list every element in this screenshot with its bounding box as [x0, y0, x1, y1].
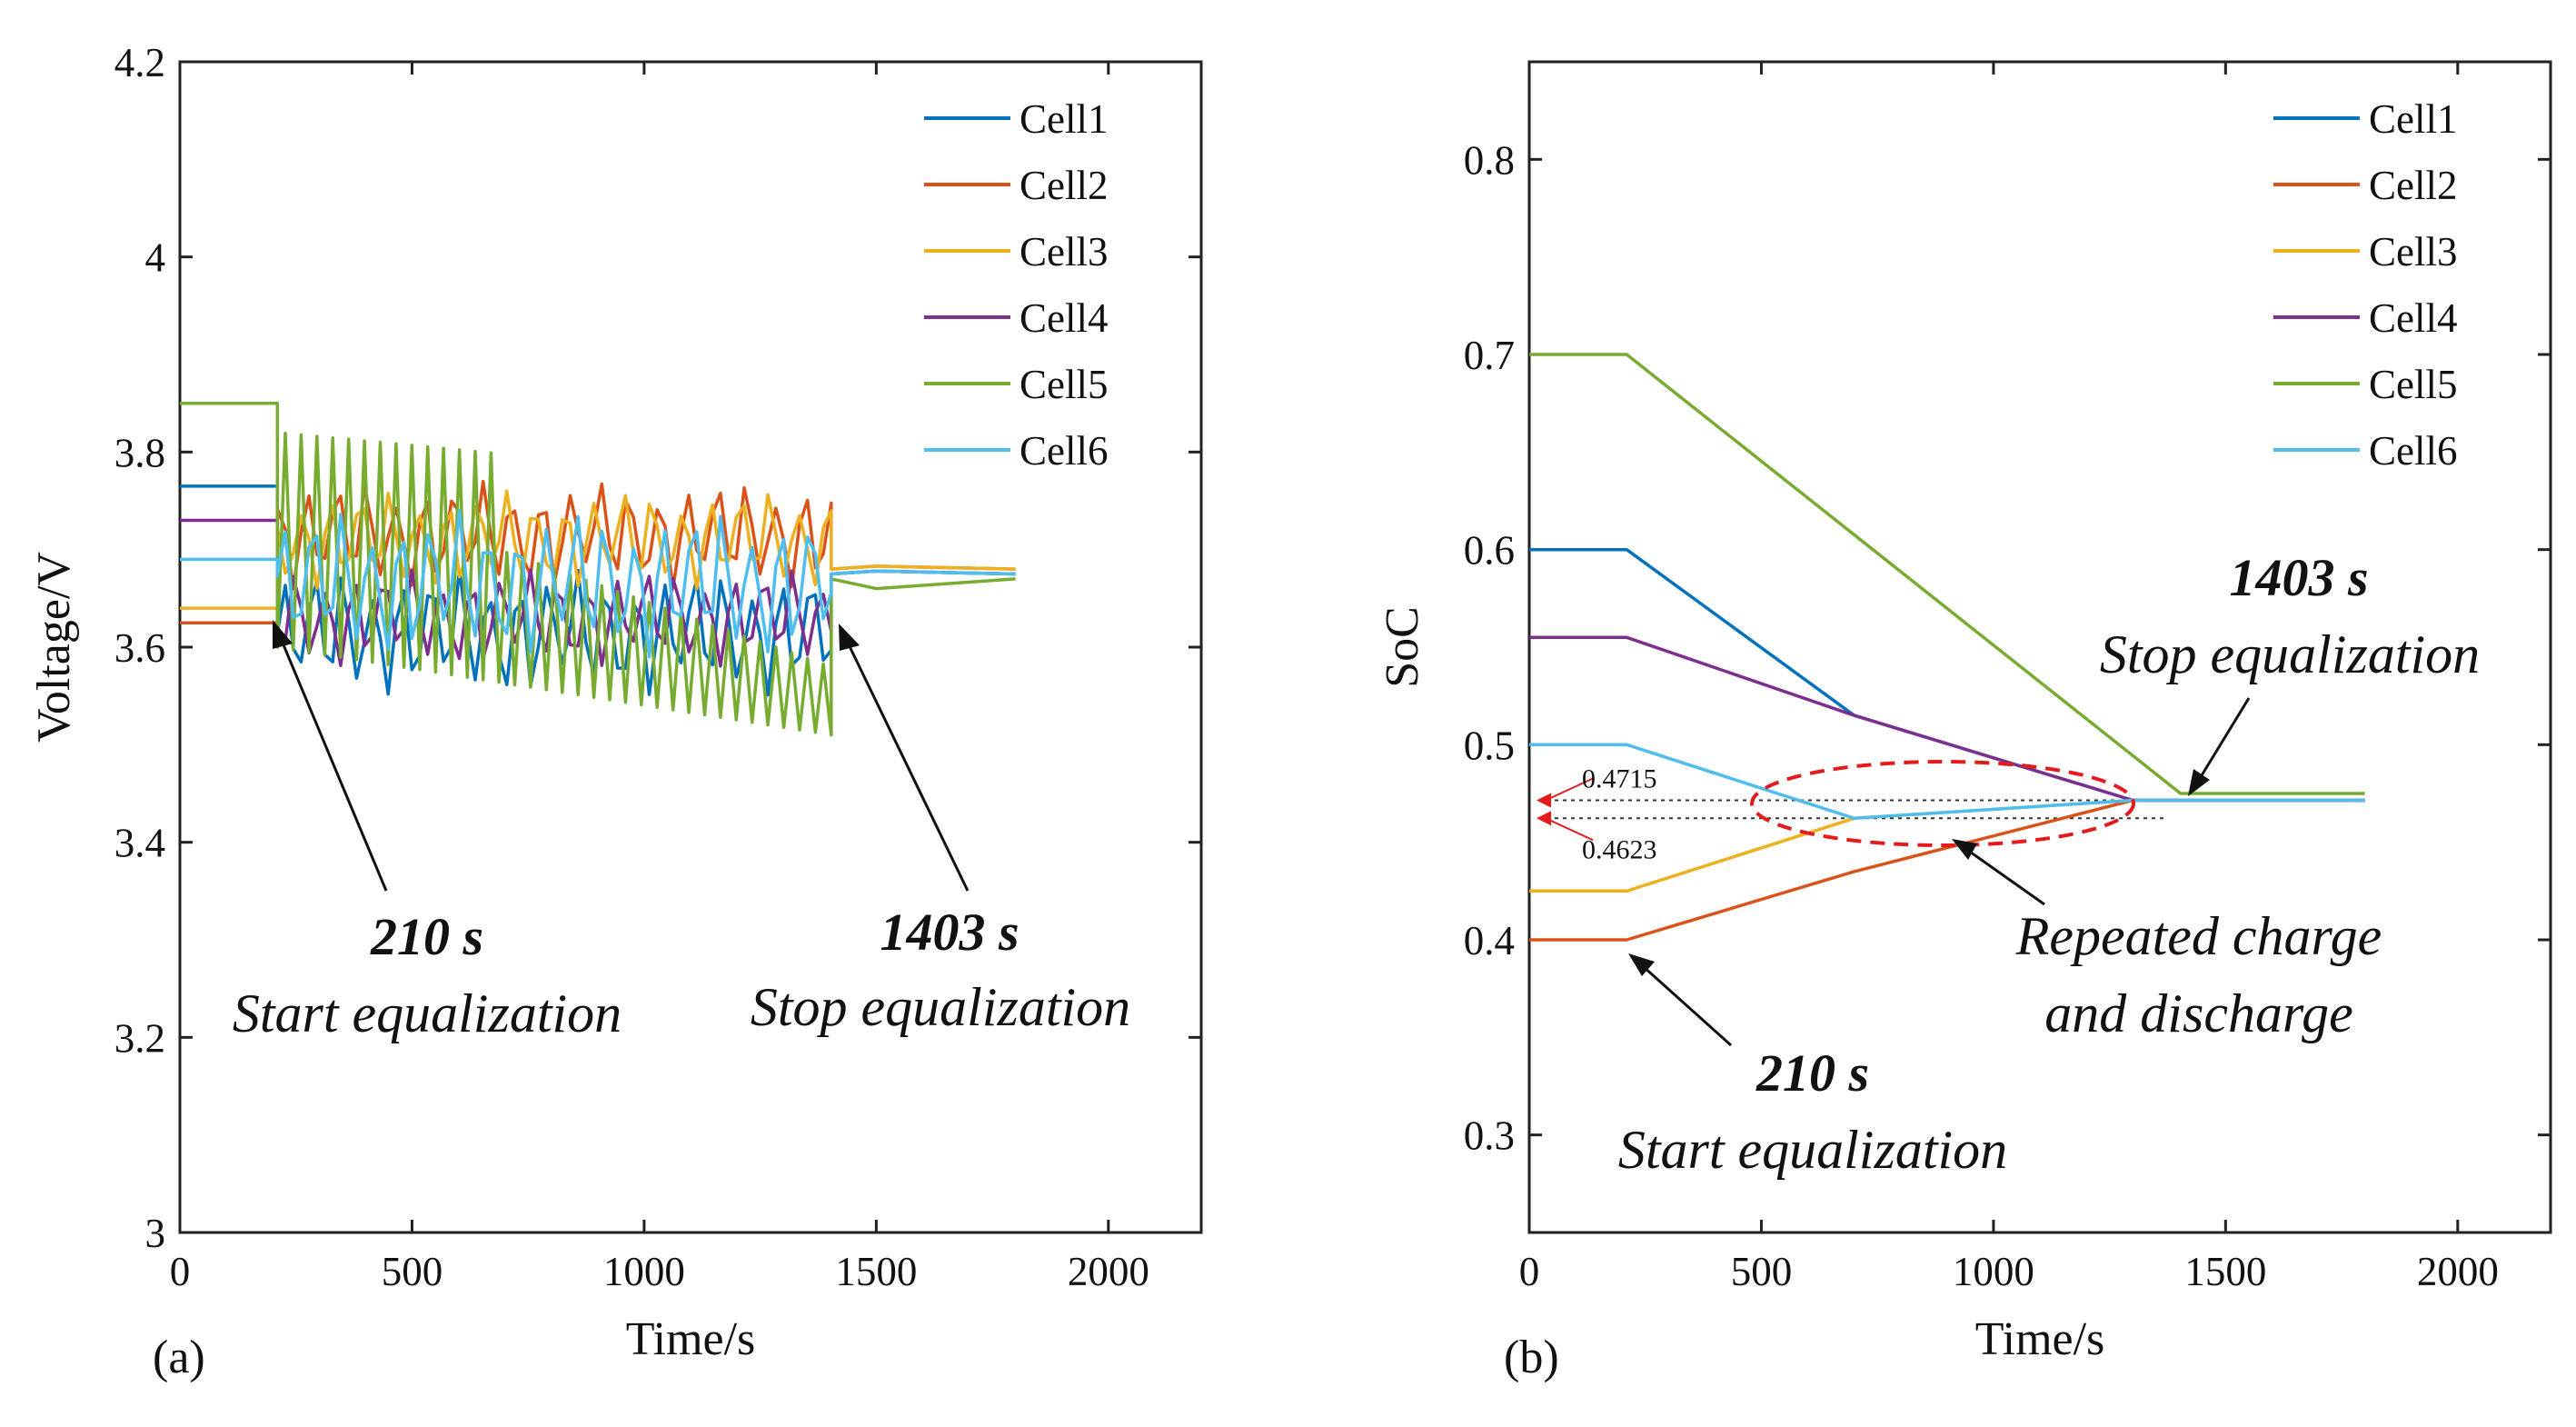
repeat-line1: Repeated charge — [2015, 906, 2382, 966]
legend-label-cell5: Cell5 — [1019, 362, 1109, 407]
start-arrow-a — [278, 635, 388, 892]
stop-arrow-a — [845, 640, 970, 892]
stop-arrow-b — [2197, 697, 2251, 781]
x-ticks-a: 0 500 1000 1500 2000 — [170, 62, 1149, 1294]
legend-label-cell1: Cell1 — [2369, 96, 2458, 142]
start-time-b: 210 s — [1755, 1043, 1869, 1103]
repeated-region-ellipse — [1750, 760, 2135, 847]
x-tick-label: 0 — [1519, 1249, 1540, 1294]
y-axis-label-b: SoC — [1377, 606, 1428, 688]
start-arrowhead-a — [273, 620, 293, 649]
y-tick-label: 3 — [145, 1211, 166, 1256]
legend-label-cell3: Cell3 — [2369, 229, 2458, 274]
y-tick-label: 3.4 — [114, 821, 165, 866]
panel-label-a: (a) — [153, 1332, 205, 1383]
y-tick-label: 0.5 — [1464, 723, 1515, 768]
x-tick-label: 500 — [382, 1249, 443, 1294]
repeat-line2: and discharge — [2044, 983, 2352, 1043]
legend-label-cell3: Cell3 — [1019, 229, 1109, 274]
y-tick-label: 4 — [145, 235, 166, 281]
y-axis-label-a: Voltage/V — [28, 552, 80, 743]
x-tick-label: 1000 — [603, 1249, 685, 1294]
x-ticks-b: 0 500 1000 1500 2000 — [1519, 62, 2499, 1294]
plot-area-b — [1527, 60, 2552, 1234]
reference-label-1: 0.4623 — [1582, 834, 1657, 864]
reference-arrow-0 — [1545, 777, 1594, 802]
legend-label-cell6: Cell6 — [1019, 428, 1109, 474]
repeat-arrow — [1966, 848, 2045, 906]
y-tick-label: 0.8 — [1464, 137, 1515, 183]
reference-arrowhead-0 — [1537, 793, 1551, 808]
y-tick-label: 4.2 — [114, 40, 165, 85]
series-line-b-cell6 — [1529, 743, 2365, 821]
y-ticks-a: 3 3.2 3.4 3.6 3.8 4 4.2 — [114, 40, 1201, 1256]
voltage-chart: 0 500 1000 1500 2000 3 3.2 3.4 3.6 3.8 4 4.2 Cell1… — [28, 40, 1203, 1383]
x-tick-label: 1500 — [2184, 1249, 2266, 1294]
series-group-b — [1529, 353, 2365, 942]
y-tick-label: 3.6 — [114, 625, 165, 671]
start-arrow-b — [1641, 964, 1733, 1047]
y-tick-label: 0.3 — [1464, 1113, 1515, 1159]
y-tick-label: 3.8 — [114, 430, 165, 475]
reference-label-0: 0.4715 — [1582, 764, 1657, 794]
y-tick-label: 3.2 — [114, 1015, 165, 1061]
x-tick-label: 2000 — [2417, 1249, 2499, 1294]
reference-arrowhead-1 — [1537, 811, 1551, 826]
start-text-a: Start equalization — [233, 983, 622, 1043]
repeat-arrowhead — [1952, 839, 1977, 860]
stop-arrowhead-a — [839, 624, 860, 651]
x-tick-label: 500 — [1731, 1249, 1793, 1294]
x-axis-label-b: Time/s — [1975, 1313, 2105, 1365]
stop-text-a: Stop equalization — [751, 977, 1130, 1037]
legend-label-cell6: Cell6 — [2369, 428, 2458, 474]
x-axis-label-a: Time/s — [626, 1313, 756, 1365]
panel-label-b: (b) — [1504, 1332, 1559, 1383]
legend-b: Cell1 Cell2 Cell3 Cell4 Cell5 Cell6 — [2273, 96, 2458, 474]
soc-chart: 0 500 1000 1500 2000 0.3 0.4 0.5 0.6 0.7 0.8 0.47… — [1377, 60, 2552, 1383]
x-tick-label: 2000 — [1068, 1249, 1149, 1294]
start-text-b: Start equalization — [1618, 1120, 2007, 1180]
y-tick-label: 0.7 — [1464, 333, 1515, 378]
x-tick-label: 0 — [170, 1249, 191, 1294]
reference-arrow-1 — [1545, 817, 1594, 842]
y-ticks-b: 0.3 0.4 0.5 0.6 0.7 0.8 — [1464, 137, 2551, 1159]
legend-a: Cell1 Cell2 Cell3 Cell4 Cell5 Cell6 — [924, 96, 1109, 474]
series-line-a-cell5 — [180, 401, 1016, 737]
legend-label-cell4: Cell4 — [2369, 295, 2458, 341]
series-line-a-cell6 — [180, 509, 1016, 659]
legend-label-cell2: Cell2 — [1019, 163, 1109, 208]
x-tick-label: 1000 — [1953, 1249, 2034, 1294]
start-arrowhead-b — [1628, 953, 1655, 976]
x-tick-label: 1500 — [835, 1249, 917, 1294]
legend-label-cell5: Cell5 — [2369, 362, 2458, 407]
legend-label-cell2: Cell2 — [2369, 163, 2458, 208]
start-time-a: 210 s — [370, 907, 483, 966]
legend-label-cell1: Cell1 — [1019, 96, 1109, 142]
legend-label-cell4: Cell4 — [1019, 295, 1109, 341]
stop-text-b: Stop equalization — [2100, 624, 2480, 684]
y-tick-label: 0.4 — [1464, 918, 1515, 963]
y-tick-label: 0.6 — [1464, 528, 1515, 574]
series-line-b-cell5 — [1529, 353, 2365, 795]
stop-time-b: 1403 s — [2229, 548, 2368, 607]
stop-time-a: 1403 s — [880, 903, 1019, 962]
stop-arrowhead-b — [2188, 769, 2210, 796]
series-group-a — [180, 401, 1016, 737]
